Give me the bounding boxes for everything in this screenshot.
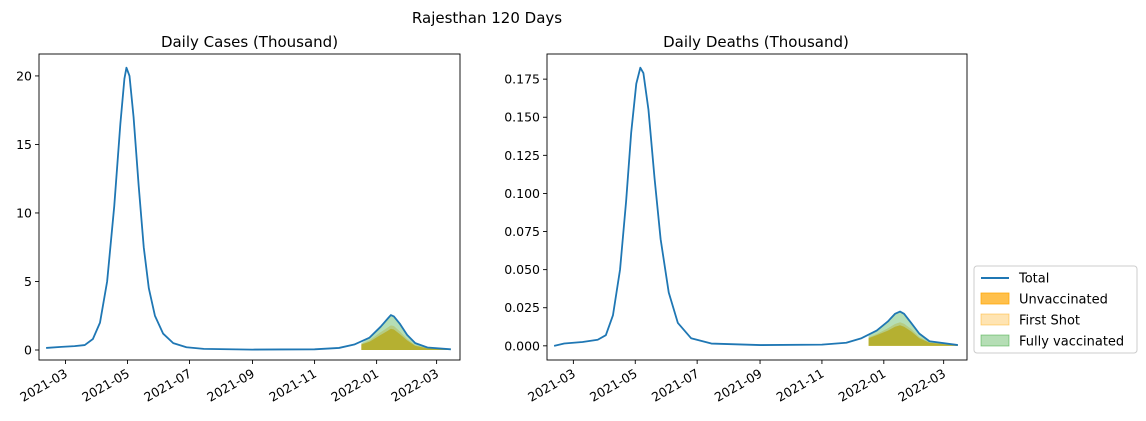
deaths-plot-area <box>553 66 958 347</box>
deaths-ytick-label: 0.150 <box>504 110 540 125</box>
deaths-panel-title: Daily Deaths (Thousand) <box>663 33 849 51</box>
legend-swatch-unvaccinated <box>980 292 1010 305</box>
cases-ytick-label: 15 <box>16 137 32 152</box>
cases-axes-frame <box>38 53 461 361</box>
legend-swatch-first-shot <box>980 313 1010 326</box>
deaths-line-total <box>553 66 958 347</box>
legend-label-total: Total <box>1018 272 1049 287</box>
cases-panel-title: Daily Cases (Thousand) <box>161 33 338 51</box>
legend-label-fully-vaccinated: Fully vaccinated <box>1019 335 1124 350</box>
deaths-axes-frame <box>546 53 968 361</box>
cases-ytick-label: 10 <box>16 205 32 220</box>
deaths-ytick-label: 0.075 <box>504 224 540 239</box>
deaths-ytick-label: 0.000 <box>504 338 540 353</box>
deaths-ytick-label: 0.125 <box>504 148 540 163</box>
cases-plot-area <box>46 66 451 351</box>
cases-area-first-shot <box>361 325 451 350</box>
deaths-ytick-label: 0.025 <box>504 300 540 315</box>
cases-line-total <box>46 66 451 351</box>
legend-swatch-fully-vaccinated <box>980 334 1010 347</box>
deaths-area-first-shot <box>868 322 958 346</box>
cases-ytick-label: 20 <box>16 68 32 83</box>
legend: Total Unvaccinated First Shot Fully vaccina… <box>973 265 1138 354</box>
deaths-area-unvaccinated <box>868 325 958 346</box>
deaths-ytick-label: 0.050 <box>504 262 540 277</box>
deaths-ytick-label: 0.100 <box>504 186 540 201</box>
cases-area-unvaccinated <box>361 328 451 350</box>
legend-frame <box>973 265 1138 354</box>
deaths-ytick-label: 0.175 <box>504 72 540 87</box>
deaths-area-fully-vaccinated <box>868 311 958 346</box>
legend-label-first-shot: First Shot <box>1019 314 1080 329</box>
figure-suptitle: Rajesthan 120 Days <box>412 9 562 27</box>
legend-label-unvaccinated: Unvaccinated <box>1019 293 1108 308</box>
cases-ytick-label: 0 <box>24 342 32 357</box>
cases-ytick-label: 5 <box>24 274 32 289</box>
